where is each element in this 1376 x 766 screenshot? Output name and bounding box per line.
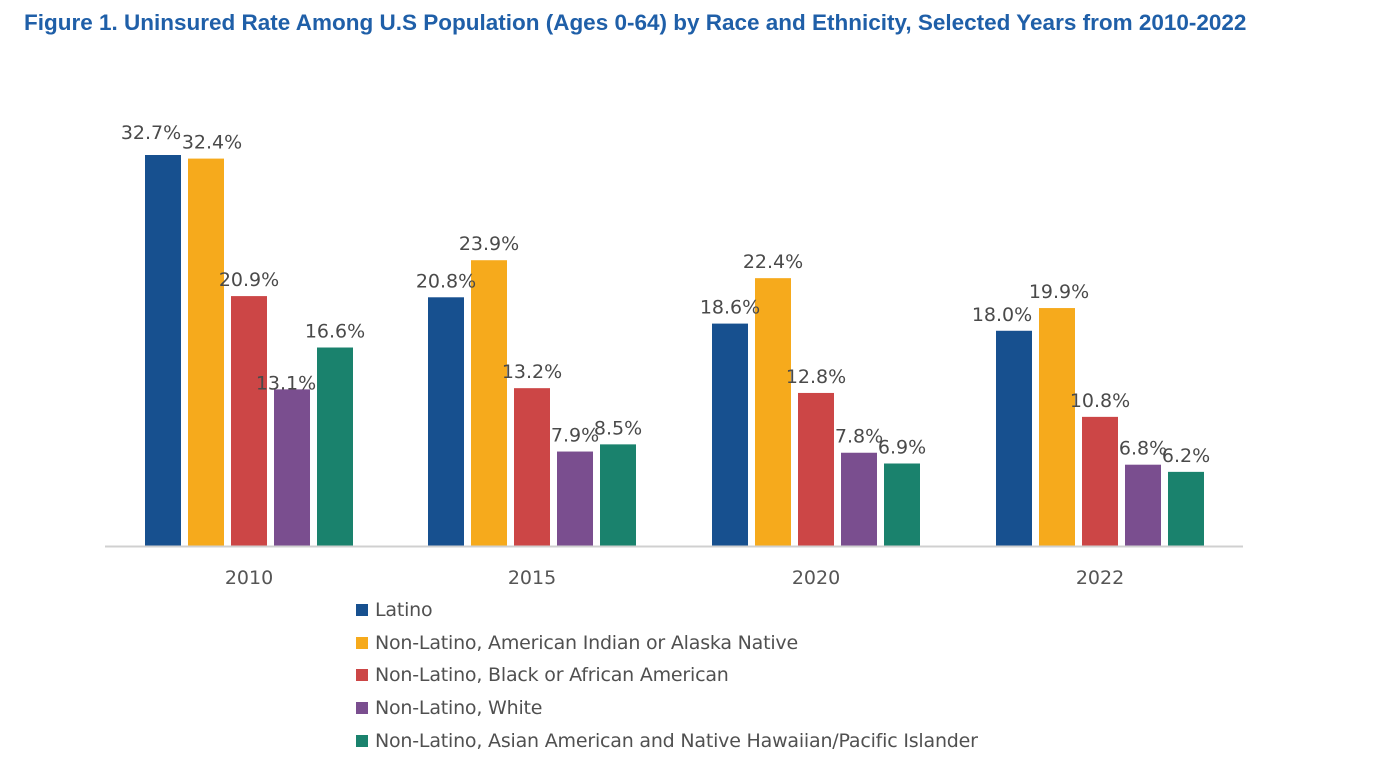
data-label: 8.5% <box>594 417 642 439</box>
bar-2022-series-1 <box>1039 308 1075 546</box>
data-label: 7.8% <box>835 426 883 448</box>
bar-2015-series-2 <box>514 388 550 546</box>
x-tick-label: 2020 <box>792 567 840 589</box>
value-labels-layer: 32.7% 32.4% 20.9% 13.1% 16.6% 20.8% 23.9% 13.2%… <box>121 122 1210 467</box>
bar-2015-series-0 <box>428 297 464 546</box>
bar-2015-series-3 <box>557 451 593 546</box>
legend-item: Non-Latino, Asian American and Native Ha… <box>356 724 978 757</box>
legend-item: Non-Latino, White <box>356 692 978 725</box>
x-tick-label: 2010 <box>225 567 273 589</box>
legend-item: Non-Latino, American Indian or Alaska Na… <box>356 627 978 660</box>
bar-2010-series-1 <box>188 158 224 546</box>
bar-2010-series-4 <box>317 347 353 546</box>
legend-swatch <box>356 702 368 715</box>
data-label: 7.9% <box>551 425 599 447</box>
chart-title: Figure 1. Uninsured Rate Among U.S Popul… <box>24 10 1247 35</box>
x-tick-label: 2015 <box>508 567 556 589</box>
legend-item: Non-Latino, Black or African American <box>356 659 978 692</box>
legend-label: Non-Latino, Asian American and Native Ha… <box>375 729 978 752</box>
data-label: 6.9% <box>878 436 926 458</box>
legend-swatch <box>356 734 368 747</box>
data-label: 20.8% <box>416 270 476 292</box>
data-label: 6.8% <box>1119 438 1167 460</box>
bar-2010-series-3 <box>274 389 310 546</box>
bar-2020-series-3 <box>841 452 877 546</box>
bar-2015-series-4 <box>600 444 636 546</box>
x-tick-label: 2022 <box>1076 567 1124 589</box>
legend-label: Latino <box>375 599 433 622</box>
data-label: 16.6% <box>305 321 365 343</box>
data-label: 12.8% <box>786 366 846 388</box>
legend-swatch <box>356 604 368 617</box>
bar-2015-series-1 <box>471 260 507 546</box>
data-label: 19.9% <box>1029 281 1089 303</box>
legend-item: Latino <box>356 594 978 627</box>
data-label: 20.9% <box>219 269 279 291</box>
data-label: 18.0% <box>972 304 1032 326</box>
data-label: 32.7% <box>121 122 181 144</box>
data-label: 32.4% <box>182 132 242 154</box>
legend-label: Non-Latino, Black or African American <box>375 664 729 687</box>
legend-swatch <box>356 636 368 649</box>
bar-2022-series-3 <box>1125 464 1161 546</box>
category-labels-layer: 2010 2015 2020 2022 <box>225 567 1124 589</box>
data-label: 13.2% <box>502 361 562 383</box>
bar-2020-series-0 <box>712 323 748 546</box>
data-label: 18.6% <box>700 297 760 319</box>
legend-label: Non-Latino, American Indian or Alaska Na… <box>375 631 798 654</box>
bar-2010-series-0 <box>145 155 181 546</box>
bar-2020-series-2 <box>798 392 834 546</box>
bar-2022-series-4 <box>1168 471 1204 546</box>
bar-2010-series-2 <box>231 296 267 546</box>
bar-2020-series-1 <box>755 278 791 546</box>
data-label: 23.9% <box>459 233 519 255</box>
legend-swatch <box>356 669 368 682</box>
bar-2020-series-4 <box>884 463 920 546</box>
data-label: 10.8% <box>1070 390 1130 412</box>
legend-label: Non-Latino, White <box>375 697 543 720</box>
data-label: 13.1% <box>256 372 316 394</box>
legend: Latino Non-Latino, American Indian or Ala… <box>356 594 978 757</box>
data-label: 6.2% <box>1162 445 1210 467</box>
bars-layer <box>145 155 1204 546</box>
data-label: 22.4% <box>743 251 803 273</box>
bar-2022-series-2 <box>1082 416 1118 546</box>
bar-2022-series-0 <box>996 330 1032 546</box>
